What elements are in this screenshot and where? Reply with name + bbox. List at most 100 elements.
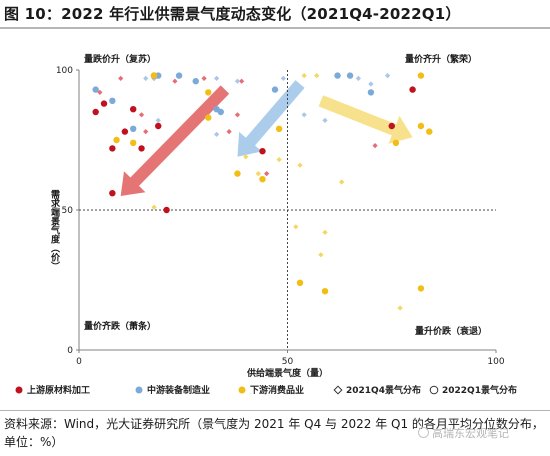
circle-point-2022q1	[192, 78, 199, 85]
circle-point-2022q1	[109, 190, 116, 197]
diamond-point-2021q4	[143, 75, 149, 81]
chart-legend: 上游原材料加工 中游装备制造业 下游消费品业 2021Q4景气分布 2022Q1景气分布	[15, 384, 517, 396]
diamond-point-2021q4	[314, 73, 320, 79]
diamond-point-2021q4	[234, 112, 241, 118]
circle-point-2022q1	[150, 72, 158, 79]
diamond-point-2021q4	[301, 73, 307, 79]
circle-point-2022q1	[175, 72, 183, 79]
circle-point-2022q1	[409, 86, 416, 93]
legend-marker	[333, 385, 343, 395]
y-tick-label: 100	[56, 66, 73, 76]
circle-point-2022q1	[130, 125, 137, 132]
circle-point-2022q1	[113, 136, 120, 144]
circle-point-2022q1	[130, 106, 137, 113]
circle-point-2022q1	[121, 128, 129, 135]
diamond-point-2021q4	[255, 171, 261, 177]
diamond-point-2021q4	[155, 117, 161, 123]
circle-point-2022q1	[426, 128, 433, 135]
diamond-point-2021q4	[118, 75, 124, 81]
trend-arrow-1	[120, 85, 230, 196]
trend-arrows	[120, 80, 413, 196]
circle-point-2022q1	[417, 72, 425, 79]
diamond-point-2021q4	[297, 162, 303, 168]
diamond-point-2021q4	[172, 78, 178, 84]
diamond-point-2021q4	[234, 78, 241, 84]
diamond-point-2021q4	[138, 112, 145, 118]
legend-label: 2021Q4景气分布	[346, 384, 421, 396]
diamond-point-2021q4	[318, 252, 324, 258]
circle-point-2022q1	[392, 139, 400, 146]
circle-point-2022q1	[334, 72, 341, 79]
diamond-point-2021q4	[322, 229, 328, 235]
diamond-point-2021q4	[397, 305, 403, 311]
legend-label: 2022Q1景气分布	[442, 384, 517, 396]
diamond-point-2021q4	[226, 129, 232, 135]
x-tick-label: 50	[282, 357, 294, 367]
diamond-point-2021q4	[214, 75, 220, 81]
diamond-point-2021q4	[280, 75, 286, 81]
axes	[76, 69, 497, 353]
circle-point-2022q1	[259, 176, 266, 183]
legend-label: 中游装备制造业	[147, 384, 210, 396]
legend-label: 上游原材料加工	[27, 384, 90, 396]
chart-labels: 0 50 100 0 50 100 量跌价升（复苏） 量价齐升（繁荣） 量价齐跌（萧条） 量升价跌…	[49, 53, 505, 379]
legend-marker	[238, 386, 246, 394]
circle-point-2022q1	[271, 86, 279, 93]
y-axis-title: 需求端景气度（价）	[49, 189, 61, 270]
y-tick-label: 50	[62, 206, 74, 216]
diamond-point-2021q4	[276, 157, 282, 163]
diamond-point-2021q4	[368, 81, 374, 87]
x-axis-title: 供给端景气度（量）	[246, 367, 328, 379]
circle-point-2022q1	[163, 206, 170, 214]
circle-point-2022q1	[217, 108, 224, 116]
legend-label: 下游消费品业	[250, 384, 304, 396]
title-rule	[0, 27, 550, 29]
quadrant-label-boom: 量价齐升（繁荣）	[405, 53, 477, 65]
circle-point-2022q1	[138, 145, 145, 152]
diamond-point-2021q4	[384, 73, 391, 79]
circle-point-2022q1	[109, 145, 116, 152]
scatter-chart: 0 50 100 0 50 100 量跌价升（复苏） 量价齐升（繁荣） 量价齐跌（萧条） 量升价跌…	[15, 53, 517, 396]
quadrant-label-recovery: 量跌价升（复苏）	[84, 53, 156, 65]
trend-arrow-3	[318, 95, 413, 144]
circle-point-2022q1	[321, 288, 329, 295]
figure-title: 图 10：2022 年行业供需景气度动态变化（2021Q4-2022Q1）	[4, 5, 461, 23]
circle-point-2022q1	[205, 114, 212, 121]
legend-marker	[429, 385, 439, 395]
circle-point-2022q1	[100, 100, 108, 107]
diamond-point-2021q4	[355, 75, 361, 81]
circle-point-2022q1	[92, 108, 99, 116]
circle-point-2022q1	[388, 122, 395, 130]
diamond-point-2021q4	[151, 204, 157, 210]
watermark-logo-icon	[418, 427, 429, 438]
circle-point-2022q1	[367, 89, 375, 96]
diamond-point-2021q4	[301, 112, 307, 118]
diamond-point-2021q4	[372, 143, 378, 149]
source-rule	[0, 410, 550, 411]
trend-arrow-2	[237, 80, 305, 157]
diamond-point-2021q4	[239, 78, 245, 84]
circle-point-2022q1	[346, 72, 354, 79]
circle-point-2022q1	[234, 170, 241, 177]
diamond-point-2021q4	[339, 179, 345, 185]
diamond-point-2021q4	[214, 131, 220, 137]
x-tick-label: 0	[76, 357, 82, 367]
circle-point-2022q1	[417, 285, 425, 292]
circle-point-2022q1	[155, 122, 162, 130]
watermark: 高瑞东宏观笔记	[418, 425, 509, 441]
diamond-point-2021q4	[264, 171, 270, 177]
legend-marker	[15, 386, 23, 394]
circle-point-2022q1	[259, 148, 266, 155]
data-points	[92, 72, 433, 311]
diamond-point-2021q4	[243, 154, 249, 160]
diamond-point-2021q4	[97, 89, 103, 95]
circle-point-2022q1	[296, 279, 304, 286]
diamond-point-2021q4	[143, 129, 149, 135]
quadrant-label-depression: 量价齐跌（萧条）	[84, 320, 156, 332]
circle-point-2022q1	[205, 89, 212, 96]
diamond-point-2021q4	[201, 75, 207, 81]
quadrant-label-recession: 量升价跌（衰退）	[415, 325, 487, 337]
x-tick-label: 100	[487, 357, 504, 367]
y-tick-label: 0	[67, 346, 73, 356]
circle-point-2022q1	[275, 125, 283, 132]
